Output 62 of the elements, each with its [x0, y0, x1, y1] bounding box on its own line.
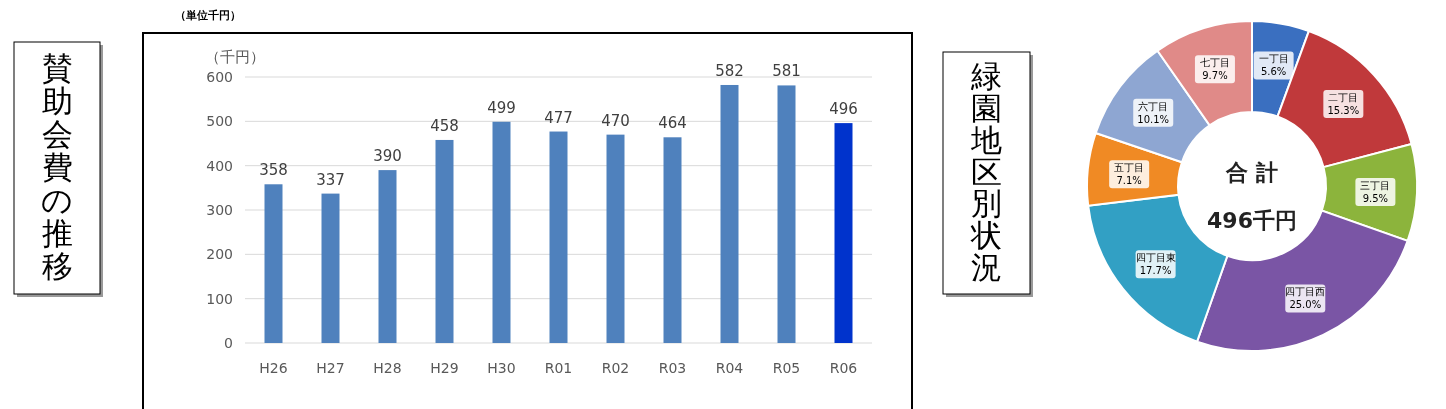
data-label: 15.3% [1327, 104, 1360, 116]
bar [834, 123, 853, 343]
text: 緑園地区別状況 [970, 58, 1002, 285]
data-label: 358 [259, 161, 288, 180]
y-tick-label: 0 [224, 335, 233, 351]
data-label: 7.1% [1116, 175, 1142, 187]
y-tick-label: 400 [206, 157, 233, 174]
bar [378, 170, 397, 343]
data-label: 337 [316, 170, 345, 189]
x-tick-label: H28 [373, 360, 402, 376]
y-tick-label: 300 [206, 202, 233, 218]
data-label: 17.7% [1139, 265, 1172, 277]
x-tick-label: H30 [487, 360, 516, 376]
text: （単位千円） [175, 9, 241, 22]
y-tick-label: 500 [206, 113, 233, 130]
bar [720, 84, 739, 343]
slice-label: 四丁目西 [1285, 286, 1326, 298]
slice-label: 六丁目 [1138, 100, 1169, 112]
slice-label: 一丁目 [1258, 53, 1289, 65]
data-label: 390 [373, 147, 402, 166]
x-tick-label: R02 [601, 360, 630, 376]
y-tick-label: 600 [206, 69, 233, 85]
data-label: 10.1% [1137, 113, 1170, 125]
y-tick-label: 100 [206, 290, 233, 307]
data-label: 9.7% [1202, 70, 1228, 82]
data-label: 470 [601, 111, 630, 130]
x-tick-label: R06 [829, 360, 858, 376]
slice-label: 四丁目東 [1135, 252, 1176, 264]
text: 賛助会費の推移 [41, 49, 73, 285]
bar [777, 85, 796, 343]
x-tick-label: R05 [772, 360, 801, 376]
bar [435, 139, 454, 343]
bar [321, 193, 340, 343]
bar [264, 184, 283, 343]
data-label: 581 [772, 62, 801, 81]
text: 合 計 [1225, 160, 1278, 185]
x-tick-label: H27 [316, 360, 345, 376]
data-label: 458 [430, 116, 459, 135]
data-label: 499 [487, 98, 516, 117]
text: 496千円 [1207, 208, 1297, 233]
x-tick-label: H29 [430, 360, 459, 376]
bar [663, 137, 682, 343]
x-tick-label: R03 [658, 360, 687, 376]
data-label: 25.0% [1289, 299, 1322, 311]
data-label: 496 [829, 100, 858, 119]
data-label: 5.6% [1260, 66, 1287, 78]
data-label: 9.5% [1362, 193, 1389, 205]
data-label: 464 [658, 114, 687, 133]
slice-label: 二丁目 [1328, 91, 1359, 103]
y-tick-label: 200 [206, 246, 233, 263]
bar [606, 134, 625, 343]
bar [549, 131, 568, 343]
data-label: 582 [715, 61, 744, 80]
data-label: 477 [544, 108, 573, 127]
bar [492, 121, 511, 343]
x-tick-label: R01 [544, 360, 573, 376]
slice-label: 五丁目 [1114, 162, 1145, 174]
x-tick-label: R04 [715, 360, 744, 376]
slice-label: 三丁目 [1360, 180, 1391, 192]
slice-label: 七丁目 [1199, 57, 1230, 69]
y-axis-title: （千円） [205, 48, 265, 66]
x-tick-label: H26 [259, 360, 288, 376]
